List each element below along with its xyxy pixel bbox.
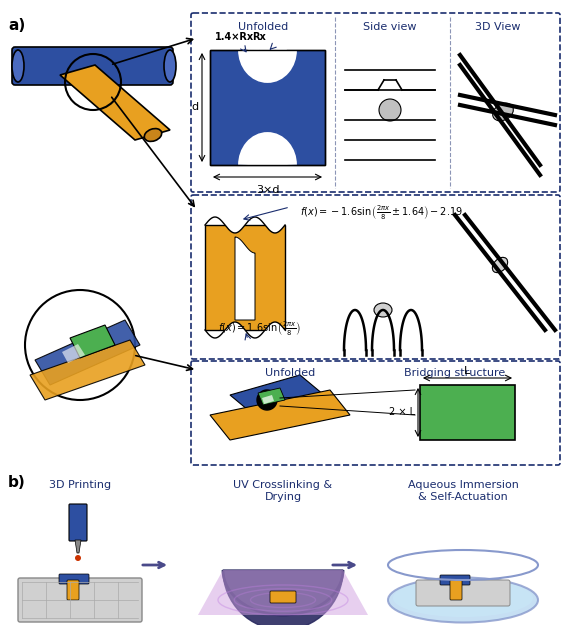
FancyBboxPatch shape	[69, 504, 87, 541]
FancyBboxPatch shape	[210, 50, 325, 165]
Polygon shape	[210, 390, 350, 440]
FancyBboxPatch shape	[191, 195, 560, 359]
Text: Unfolded: Unfolded	[238, 22, 288, 32]
FancyBboxPatch shape	[450, 580, 462, 600]
FancyBboxPatch shape	[420, 385, 515, 440]
Text: a): a)	[8, 18, 25, 33]
Ellipse shape	[164, 50, 176, 82]
Text: d: d	[191, 102, 198, 112]
Text: Rx: Rx	[252, 32, 266, 42]
Polygon shape	[262, 395, 274, 404]
Text: $f(x) = -1.6 \sin\left(\frac{2\pi x}{8} \pm 1.64\right) - 2.19$: $f(x) = -1.6 \sin\left(\frac{2\pi x}{8} …	[300, 204, 463, 222]
FancyBboxPatch shape	[18, 578, 142, 622]
Ellipse shape	[379, 99, 401, 121]
Ellipse shape	[12, 50, 24, 82]
FancyBboxPatch shape	[191, 361, 560, 465]
Polygon shape	[235, 237, 255, 320]
Text: 3D View: 3D View	[475, 22, 521, 32]
Text: Side view: Side view	[363, 22, 417, 32]
Ellipse shape	[388, 578, 538, 622]
Polygon shape	[30, 340, 145, 400]
FancyBboxPatch shape	[440, 575, 470, 585]
FancyBboxPatch shape	[270, 591, 296, 603]
Text: b): b)	[8, 475, 25, 490]
Text: 2 × L: 2 × L	[389, 407, 415, 417]
Circle shape	[257, 390, 277, 410]
Polygon shape	[35, 320, 140, 385]
Text: UV Crosslinking &
Drying: UV Crosslinking & Drying	[233, 480, 333, 502]
Text: 3D Printing: 3D Printing	[49, 480, 111, 490]
Polygon shape	[230, 375, 330, 420]
Polygon shape	[205, 205, 285, 233]
Polygon shape	[75, 540, 81, 553]
Ellipse shape	[492, 103, 513, 121]
Polygon shape	[198, 570, 368, 615]
Ellipse shape	[492, 258, 508, 272]
FancyBboxPatch shape	[59, 574, 89, 584]
Text: $f(x) = 1.6 \sin\left(\frac{2\pi x}{8}\right)$: $f(x) = 1.6 \sin\left(\frac{2\pi x}{8}\r…	[218, 320, 301, 338]
Ellipse shape	[144, 129, 162, 141]
FancyBboxPatch shape	[205, 225, 285, 330]
Text: 1.4×Rx: 1.4×Rx	[215, 32, 254, 42]
Wedge shape	[248, 146, 286, 165]
FancyBboxPatch shape	[416, 580, 510, 606]
Ellipse shape	[374, 303, 392, 317]
FancyBboxPatch shape	[191, 13, 560, 192]
Circle shape	[75, 555, 81, 561]
Wedge shape	[223, 570, 343, 625]
Wedge shape	[248, 50, 286, 69]
FancyBboxPatch shape	[67, 580, 79, 600]
Text: L: L	[464, 366, 470, 376]
Polygon shape	[258, 388, 285, 405]
Polygon shape	[62, 344, 85, 363]
Polygon shape	[205, 322, 285, 350]
FancyBboxPatch shape	[12, 47, 173, 85]
Polygon shape	[70, 325, 115, 358]
Polygon shape	[60, 65, 170, 140]
Text: Bridging structure: Bridging structure	[404, 368, 505, 378]
Text: Aqueous Immersion
& Self-Actuation: Aqueous Immersion & Self-Actuation	[408, 480, 518, 502]
Text: Unfolded: Unfolded	[265, 368, 315, 378]
Ellipse shape	[393, 579, 533, 617]
Text: 3×d: 3×d	[256, 185, 279, 195]
